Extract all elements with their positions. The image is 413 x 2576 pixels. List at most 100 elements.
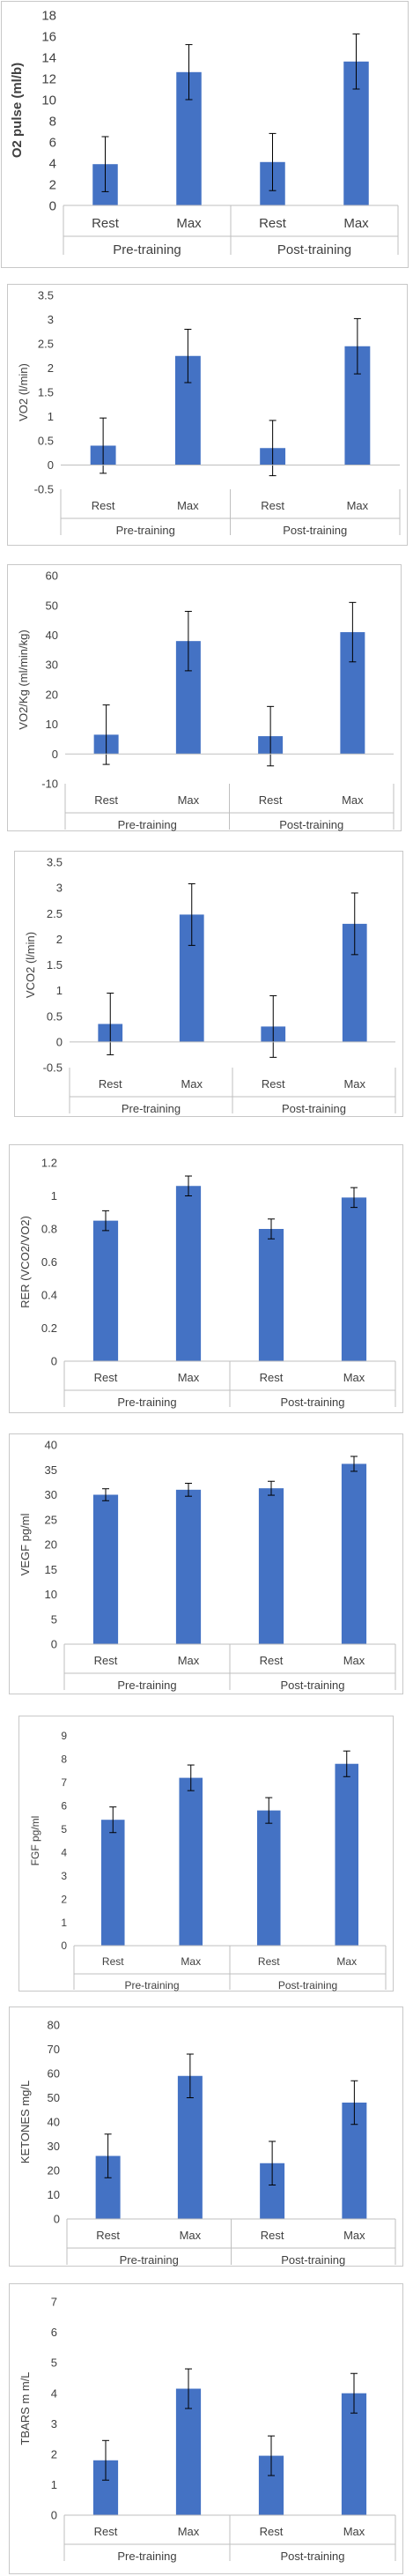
y-tick-label: 3 [56,882,63,895]
bar [341,1463,367,1644]
y-tick-label: 50 [48,2091,60,2104]
y-tick-label: 12 [41,71,56,86]
category-label: Max [343,216,369,231]
y-tick-label: 8 [61,1753,67,1766]
bar [175,1489,202,1644]
category-label: Rest [258,1955,280,1968]
group-label: Pre-training [120,2253,179,2267]
y-tick-label: 2.5 [38,338,54,351]
y-tick-label: 80 [48,2019,60,2032]
y-tick-label: 3.5 [38,289,54,302]
y-tick-label: 60 [48,2067,60,2081]
chart-vco2: -0.5 0 0.5 1 1.5 2 2.5 3 3.5 VCO2 (l/min) Rest Max R… [14,851,403,1117]
group-label: Post-training [277,242,351,257]
y-tick-label: 6 [51,2326,57,2339]
chart-fgf: 0 1 2 3 4 5 6 7 8 9 FGF pg/ml Rest Max Rest Max Pre-tra… [18,1716,394,1992]
y-tick-label: 0.6 [41,1255,57,1269]
group-label: Post-training [281,1396,345,1409]
category-label: Max [178,793,200,807]
y-tick-label: 3 [48,313,54,326]
y-tick-label: 40 [45,1439,57,1452]
y-tick-label: 0 [51,2509,57,2522]
category-label: Max [343,1371,365,1384]
category-label: Rest [260,2525,284,2538]
y-tick-label: 0 [52,748,58,761]
y-tick-label: 2 [51,2447,57,2461]
y-tick-label: 0 [48,458,54,472]
y-tick-label: 2 [49,177,56,192]
chart-svg: -0.5 0 0.5 1 1.5 2 2.5 3 3.5 VO2 (l/min) Rest Max Re… [17,289,401,537]
bar [92,1494,119,1644]
bar [341,1197,367,1361]
y-tick-label: 2 [61,1893,67,1905]
category-label: Max [178,1654,200,1667]
bar [341,2393,367,2515]
y-axis-title: VEGF pg/ml [18,1513,32,1575]
category-label: Max [177,499,199,512]
category-label: Rest [99,1077,122,1091]
category-label: Max [181,1077,203,1091]
chart-svg: 0 2 4 6 8 10 12 14 16 18 O2 pulse (ml/b) Rest Max Res… [10,8,399,257]
bar [92,1220,119,1361]
y-axis-title: O2 pulse (ml/b) [10,63,25,158]
category-label: Rest [92,216,120,231]
y-tick-label: 0.2 [41,1322,57,1335]
y-tick-label: 10 [46,718,58,731]
y-tick-label: 25 [45,1513,57,1526]
y-tick-label: 1 [61,1917,67,1929]
category-label: Rest [261,2229,284,2242]
chart-vo2: -0.5 0 0.5 1 1.5 2 2.5 3 3.5 VO2 (l/min) Rest Max Re… [7,284,408,546]
bar [175,1186,202,1361]
y-tick-label: 0 [61,1939,67,1952]
y-tick-label: 20 [48,2164,60,2178]
y-tick-label: 30 [45,1488,57,1501]
category-label: Max [178,1371,200,1384]
bar [175,2388,202,2515]
category-label: Rest [259,216,287,231]
y-axis-title: FGF pg/ml [29,1816,41,1866]
category-label: Rest [102,1955,124,1968]
y-axis-title: VO2/Kg (ml/min/kg) [17,629,30,729]
y-tick-label: -10 [41,778,58,791]
group-label: Pre-training [117,1679,176,1692]
bar [177,2075,203,2219]
group-label: Pre-training [117,1396,176,1409]
y-tick-label: 3 [61,1870,67,1882]
bar [258,1229,284,1361]
chart-tbars: 0 1 2 3 4 5 6 7 TBARS m m/L Rest Max Rest Max Pre-tra… [9,2283,403,2574]
category-label: Max [343,2229,365,2242]
y-tick-label: 2 [48,361,54,375]
y-tick-label: 0.8 [41,1223,57,1236]
bar [100,1820,125,1946]
category-label: Max [181,1955,201,1968]
y-tick-label: 4 [51,2386,57,2400]
y-tick-label: 1.5 [47,958,63,972]
y-tick-label: 0 [49,198,56,213]
group-label: Post-training [281,1679,345,1692]
y-tick-label: 0 [54,2213,60,2226]
y-tick-label: -0.5 [43,1061,63,1075]
category-label: Rest [92,499,115,512]
y-tick-label: 35 [45,1463,57,1477]
y-tick-label: 1 [51,2478,57,2491]
y-tick-label: 3 [51,2417,57,2431]
category-label: Rest [261,499,284,512]
y-tick-label: 60 [46,570,58,583]
group-label: Post-training [282,1102,346,1115]
category-label: Rest [259,793,283,807]
category-label: Rest [94,1654,118,1667]
group-label: Post-training [283,524,347,537]
bar [335,1763,359,1946]
y-tick-label: 5 [61,1823,67,1835]
y-tick-label: 0.5 [38,435,54,448]
y-tick-label: 40 [48,2116,60,2129]
group-label: Pre-training [113,242,181,257]
y-tick-label: 0 [56,1035,63,1048]
chart-vegf: 0 5 10 15 20 25 30 35 40 VEGF pg/ml Rest Max Rest Max… [9,1433,403,1694]
group-label: Pre-training [117,2550,176,2563]
y-tick-label: 30 [46,659,58,672]
y-tick-label: 2.5 [47,907,63,920]
chart-svg: 0 5 10 15 20 25 30 35 40 VEGF pg/ml Rest Max Rest Max… [18,1439,396,1692]
y-tick-label: 10 [41,93,56,108]
